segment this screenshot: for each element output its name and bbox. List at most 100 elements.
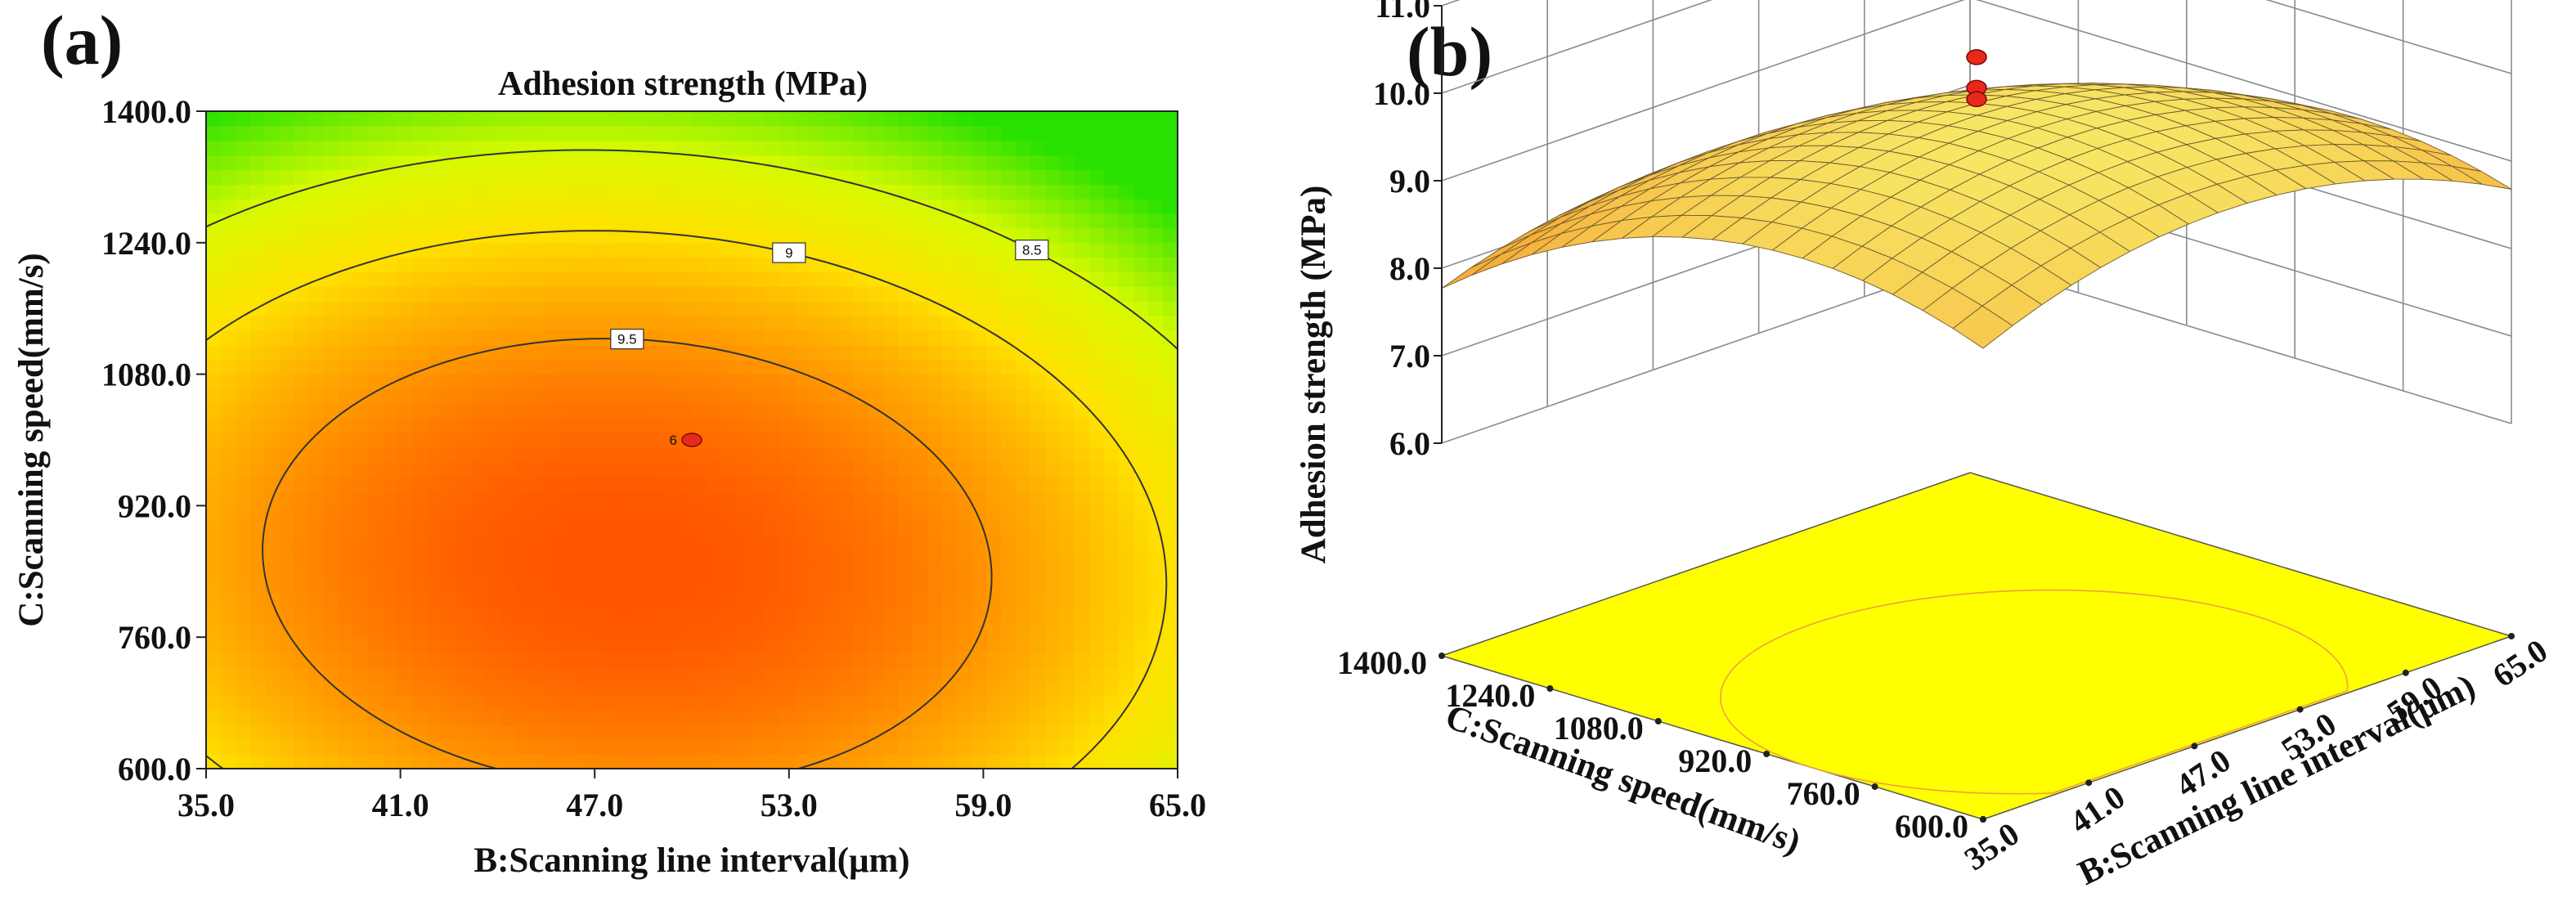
heat-cell bbox=[1089, 505, 1105, 521]
heat-cell bbox=[721, 535, 737, 550]
heat-cell bbox=[1148, 578, 1164, 594]
heat-cell bbox=[604, 242, 619, 258]
heat-cell bbox=[677, 403, 693, 419]
heat-cell bbox=[339, 125, 354, 141]
contour-line-9 bbox=[205, 230, 1168, 769]
heat-cell bbox=[972, 286, 987, 302]
heat-cell bbox=[839, 388, 855, 404]
surface-design-point bbox=[1966, 91, 1987, 108]
heat-cell bbox=[368, 505, 384, 521]
heat-cell bbox=[942, 213, 958, 229]
heat-cell bbox=[368, 286, 384, 302]
heat-cell bbox=[810, 505, 825, 521]
heat-cell bbox=[500, 433, 516, 448]
heat-cell bbox=[707, 169, 722, 185]
heat-cell bbox=[1119, 666, 1134, 682]
heat-cell bbox=[957, 549, 972, 565]
heat-cell bbox=[1075, 140, 1090, 156]
heat-cell bbox=[383, 418, 398, 433]
heat-cell bbox=[442, 213, 457, 229]
heat-cell bbox=[1104, 140, 1120, 156]
heat-cell bbox=[957, 242, 972, 258]
heat-cell bbox=[618, 608, 634, 623]
heat-cell bbox=[648, 227, 663, 244]
heat-cell bbox=[824, 286, 840, 302]
heat-cell bbox=[677, 666, 693, 682]
heat-cell bbox=[339, 301, 354, 316]
heat-cell bbox=[265, 622, 280, 638]
heat-cell bbox=[589, 476, 604, 492]
c-tick-label: 1080.0 bbox=[1554, 710, 1644, 747]
heat-cell bbox=[559, 184, 575, 200]
heat-cell bbox=[810, 446, 825, 463]
heat-cell bbox=[1163, 608, 1178, 623]
heat-cell bbox=[898, 695, 913, 711]
heat-cell bbox=[839, 680, 855, 697]
heat-cell bbox=[780, 169, 796, 185]
heat-cell bbox=[751, 446, 766, 463]
heat-cell bbox=[559, 301, 575, 316]
heat-cell bbox=[677, 242, 693, 258]
heat-cell bbox=[280, 330, 295, 346]
heat-cell bbox=[1060, 374, 1075, 390]
heat-cell bbox=[927, 301, 943, 316]
heat-cell bbox=[604, 739, 619, 755]
heat-cell bbox=[442, 111, 457, 127]
heat-cell bbox=[486, 754, 501, 769]
heat-cell bbox=[839, 213, 855, 229]
heat-cell bbox=[368, 680, 384, 697]
heat-cell bbox=[280, 418, 295, 433]
heat-cell bbox=[471, 461, 487, 478]
heat-cell bbox=[500, 724, 516, 740]
x-tick-label: 65.0 bbox=[1149, 787, 1206, 823]
heat-cell bbox=[662, 710, 678, 725]
heat-cell bbox=[1133, 637, 1149, 653]
heat-cell bbox=[1089, 213, 1105, 229]
heat-cell bbox=[986, 476, 1002, 492]
heat-cell bbox=[339, 418, 354, 433]
heat-cell bbox=[265, 169, 280, 185]
heat-cell bbox=[662, 520, 678, 536]
heat-cell bbox=[692, 710, 707, 725]
heat-cell bbox=[1016, 388, 1031, 404]
heat-cell bbox=[795, 476, 810, 492]
heat-cell bbox=[280, 491, 295, 506]
heat-cell bbox=[765, 271, 781, 287]
heat-cell bbox=[736, 227, 752, 244]
heat-cell bbox=[1030, 652, 1046, 667]
heat-cell bbox=[1119, 593, 1134, 609]
heat-cell bbox=[1133, 724, 1149, 740]
heat-cell bbox=[1075, 461, 1090, 478]
heat-cell bbox=[1030, 111, 1046, 127]
heat-cell bbox=[397, 344, 413, 361]
heat-cell bbox=[604, 710, 619, 725]
heat-cell bbox=[530, 199, 545, 214]
heat-cell bbox=[236, 739, 251, 755]
heat-cell bbox=[648, 666, 663, 682]
heat-cell bbox=[898, 520, 913, 536]
heat-cell bbox=[1075, 330, 1090, 346]
heat-cell bbox=[633, 754, 648, 769]
heat-cell bbox=[442, 433, 457, 448]
heat-cell bbox=[972, 271, 987, 287]
heat-cell bbox=[442, 359, 457, 375]
heat-cell bbox=[1075, 433, 1090, 448]
heat-cell bbox=[1045, 359, 1061, 375]
heat-cell bbox=[486, 184, 501, 200]
heat-cell bbox=[1104, 242, 1120, 258]
heat-cell bbox=[957, 374, 972, 390]
heat-cell bbox=[589, 461, 604, 478]
heat-cell bbox=[662, 549, 678, 565]
heat-cell bbox=[397, 155, 413, 171]
heat-cell bbox=[1104, 476, 1120, 492]
heat-cell bbox=[692, 476, 707, 492]
heat-cell bbox=[1133, 535, 1149, 550]
heat-cell bbox=[339, 652, 354, 667]
heat-cell bbox=[957, 140, 972, 156]
heat-cell bbox=[868, 505, 884, 521]
heat-cell bbox=[383, 446, 398, 463]
heat-cell bbox=[913, 666, 928, 682]
heat-cell bbox=[427, 549, 442, 565]
heat-cell bbox=[1163, 476, 1178, 492]
heat-cell bbox=[221, 461, 236, 478]
